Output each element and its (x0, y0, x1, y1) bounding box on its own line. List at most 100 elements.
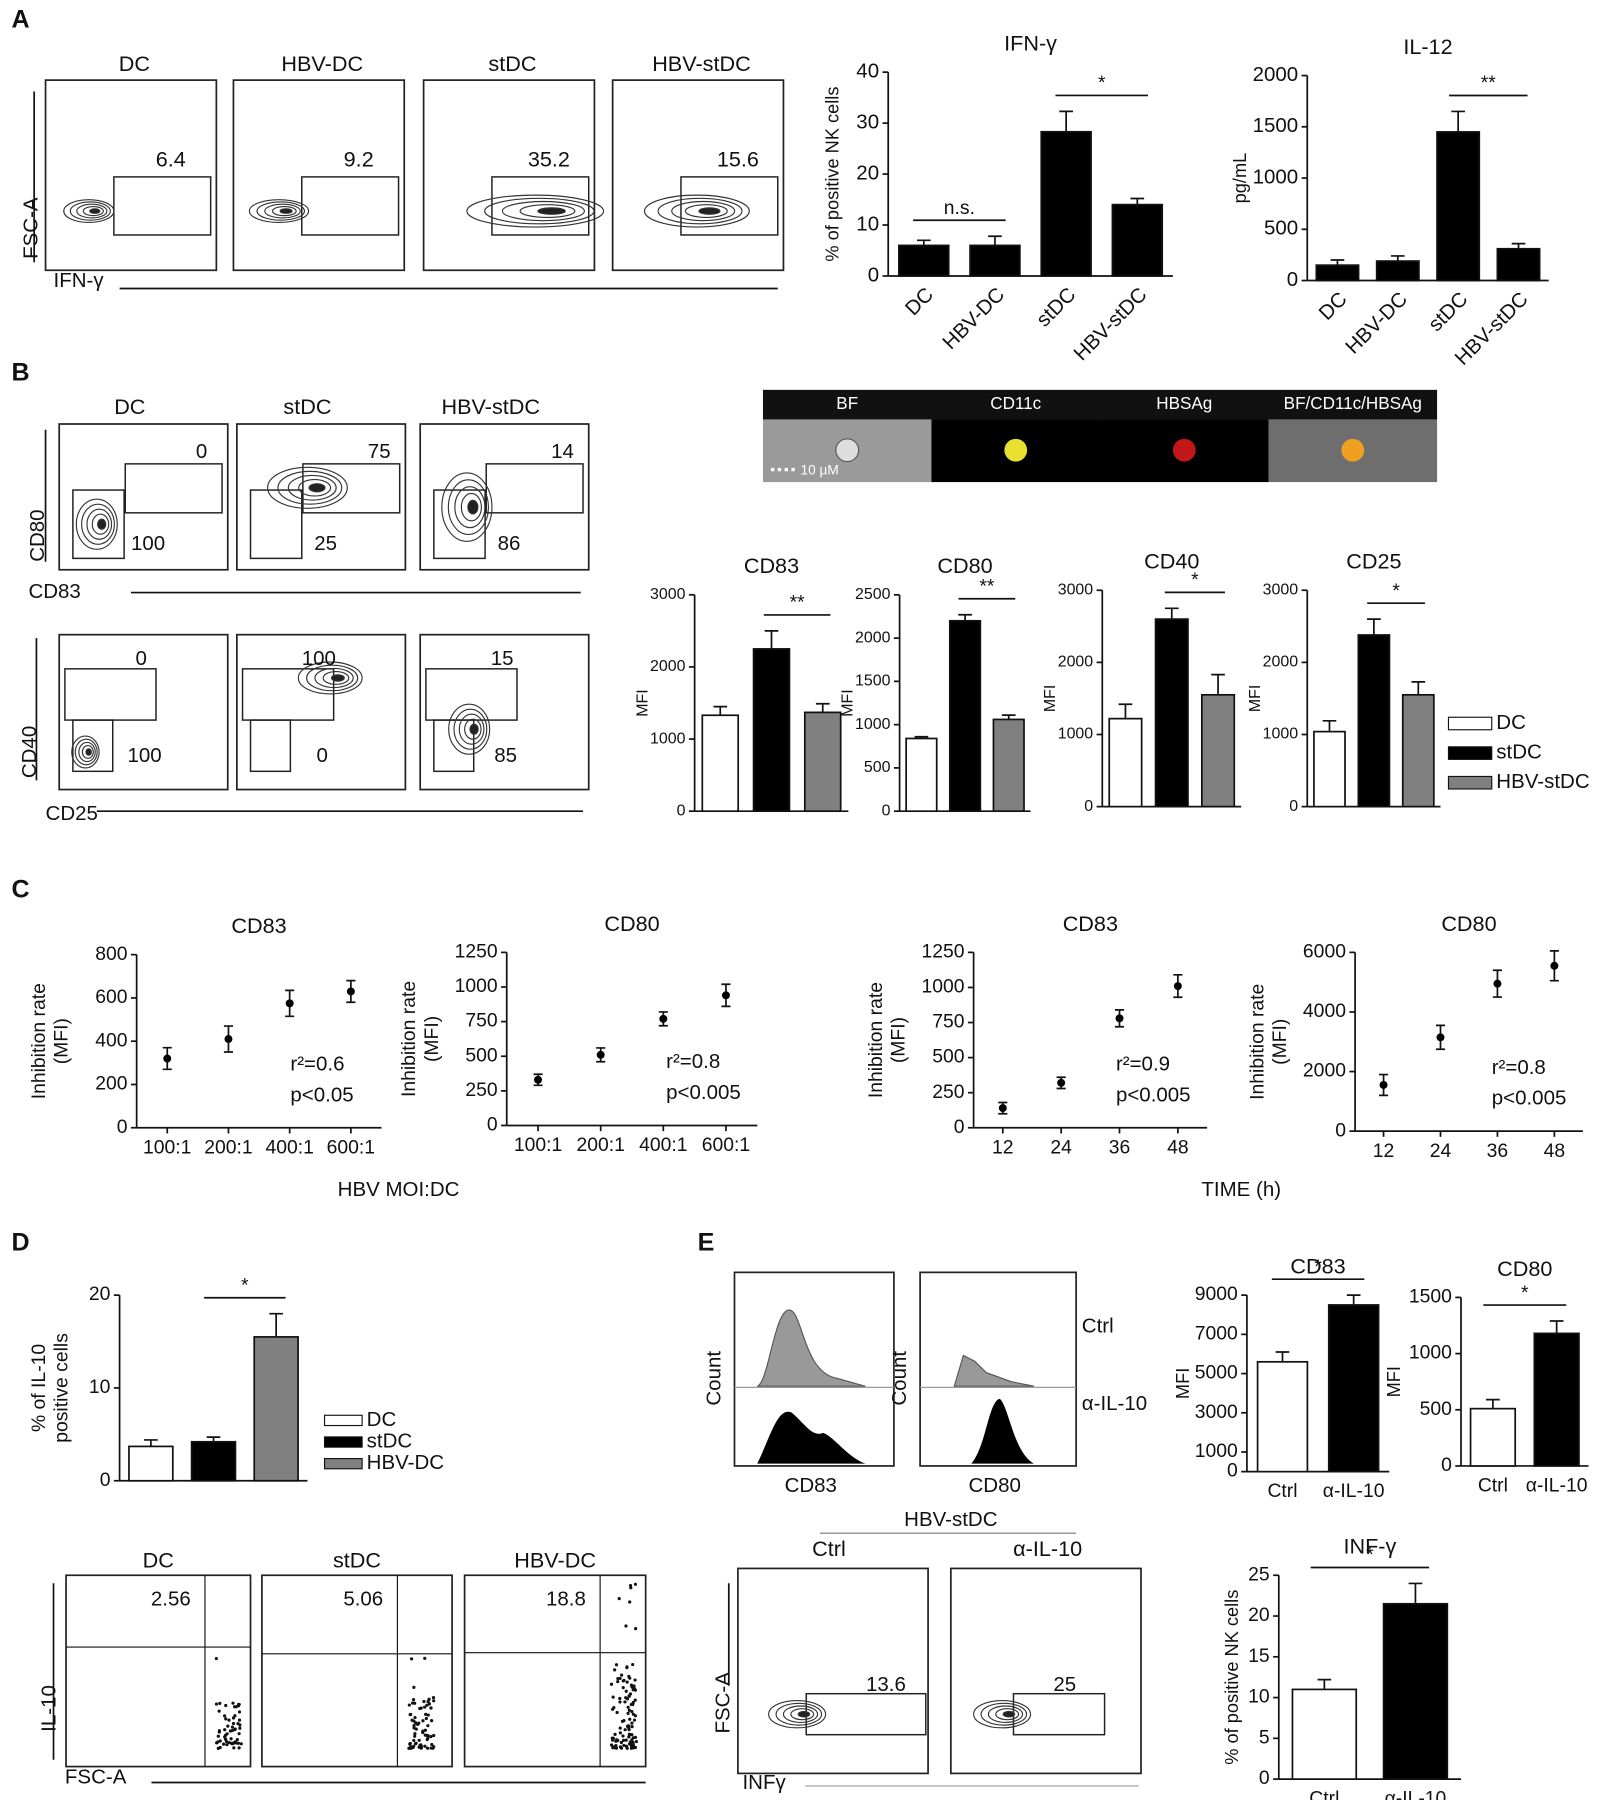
y-tick-label: 0 (1287, 268, 1298, 291)
error-bar (1411, 681, 1426, 695)
error-bar (1451, 110, 1465, 132)
contour (501, 200, 585, 222)
bar (1111, 203, 1164, 277)
event (618, 1700, 622, 1704)
error-bar (914, 735, 929, 739)
contour (657, 197, 743, 225)
cell (1172, 438, 1196, 462)
y-axis-label: MFI (635, 689, 652, 716)
point (1115, 1014, 1124, 1023)
point (534, 1075, 543, 1084)
event (222, 1742, 226, 1746)
event (634, 1739, 638, 1744)
event (238, 1726, 242, 1730)
bar (905, 737, 938, 813)
contour (63, 199, 115, 224)
y-axis-label: % of positive NK cells (1222, 1590, 1242, 1765)
gate-value: 14 (551, 440, 574, 463)
contour (973, 1699, 1032, 1729)
x-tick-label: DC (901, 283, 938, 320)
event (231, 1721, 236, 1726)
error-bar (1059, 110, 1073, 132)
legend-label: stDC (367, 1429, 413, 1452)
annotation: r²=0.9 (1116, 1053, 1170, 1076)
plot-frame (44, 79, 218, 272)
contour (81, 503, 115, 545)
plot-frame (58, 633, 229, 791)
event (426, 1724, 430, 1728)
event (224, 1717, 228, 1721)
contour (782, 1705, 819, 1723)
y-tick-label: 1000 (1409, 1342, 1452, 1364)
event (413, 1734, 417, 1738)
event (421, 1719, 425, 1723)
axis-label: CD25 (46, 802, 98, 825)
contour (297, 661, 363, 695)
y-tick-label: 1000 (1253, 165, 1299, 188)
x-tick-label: 600:1 (702, 1134, 750, 1156)
error-bar (764, 630, 779, 649)
contour (797, 1710, 811, 1718)
x-tick-label: stDC (1424, 287, 1473, 336)
event (625, 1697, 630, 1701)
y-axis-label: Inhibition rate (865, 982, 887, 1098)
y-tick-label: 3000 (1263, 581, 1299, 598)
event (630, 1709, 634, 1714)
event (237, 1710, 242, 1714)
legend-label: HBV-DC (367, 1451, 445, 1474)
error-bar (1330, 259, 1345, 266)
event (432, 1745, 436, 1749)
bar (1496, 247, 1541, 282)
event (414, 1727, 418, 1731)
gate (433, 489, 486, 560)
contour (464, 718, 482, 740)
event (432, 1699, 436, 1703)
gate-value: 100 (128, 744, 162, 767)
event (237, 1732, 241, 1736)
y-tick-label: 10 (856, 212, 879, 235)
contour (267, 466, 348, 509)
axis-label: CD83 (28, 580, 80, 603)
event (412, 1685, 416, 1689)
y-tick-label: 1000 (855, 716, 891, 733)
cell (835, 438, 860, 463)
event (227, 1740, 231, 1745)
imaging-header (762, 389, 1438, 420)
x-tick-label: DC (1314, 287, 1351, 324)
y-tick-label: 0 (868, 263, 879, 286)
gate-value: 100 (131, 532, 165, 555)
y-tick-label: 1000 (1058, 726, 1094, 743)
event (224, 1703, 228, 1708)
contour (277, 470, 343, 505)
y-tick-label: 0 (100, 1469, 111, 1491)
bar (1108, 717, 1143, 808)
chart-title: CD83 (231, 913, 286, 938)
event (633, 1678, 637, 1682)
significance-label: * (1098, 72, 1106, 94)
event (231, 1716, 236, 1720)
event (424, 1716, 428, 1721)
point (1436, 1033, 1445, 1042)
x-tick-label: α-IL-10 (1385, 1788, 1447, 1800)
contour (279, 208, 293, 214)
event (611, 1695, 615, 1699)
plot-frame (58, 423, 229, 571)
significance-label: * (241, 1274, 249, 1296)
chart-title: IL-12 (1403, 34, 1452, 59)
y-axis-label: MFI (1173, 1368, 1193, 1399)
event (411, 1698, 416, 1702)
scale-bar: 10 µM (801, 462, 839, 477)
y-tick-label: 0 (954, 1116, 965, 1138)
y-axis-label: (MFI) (421, 1016, 443, 1062)
y-tick-label: 1250 (921, 940, 964, 962)
chart-title: CD80 (937, 553, 992, 578)
event (619, 1673, 624, 1677)
contour (76, 203, 108, 219)
event (631, 1702, 635, 1707)
event (630, 1721, 634, 1725)
x-tick-label: Ctrl (1309, 1788, 1339, 1800)
y-tick-label: 40 (856, 60, 879, 83)
y-axis-label: Inhibition rate (28, 983, 50, 1099)
event (627, 1694, 631, 1698)
